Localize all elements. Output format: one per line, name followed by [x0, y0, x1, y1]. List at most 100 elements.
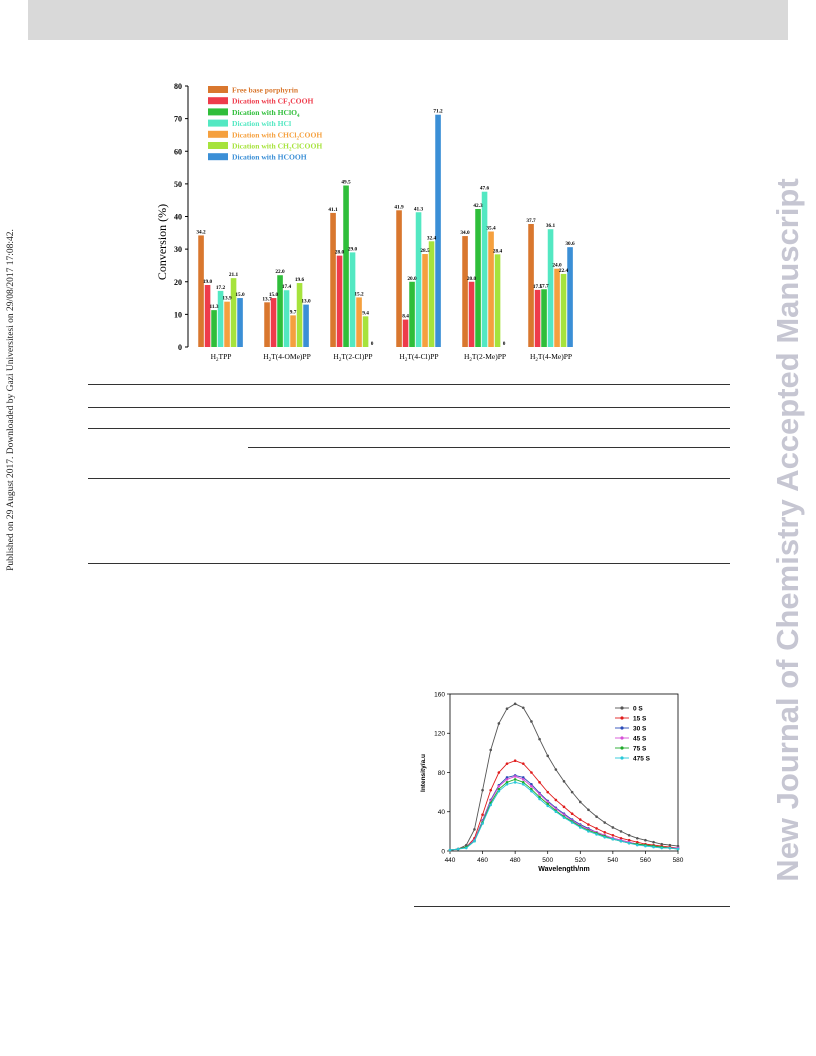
category-label: H2T(4-OMe)PP	[263, 352, 311, 363]
data-point	[652, 845, 655, 849]
data-point	[554, 810, 558, 814]
data-point	[473, 839, 476, 843]
bar	[547, 229, 554, 347]
bar	[362, 316, 369, 347]
bar	[277, 275, 283, 347]
bar-series	[198, 114, 573, 348]
data-point	[538, 781, 541, 784]
data-point	[481, 813, 484, 816]
category-label-part: T(4-OMe)PP	[271, 352, 311, 361]
data-point	[505, 778, 509, 781]
data-point	[562, 805, 566, 809]
bar	[409, 281, 415, 347]
data-point	[473, 828, 476, 831]
bar-value-label: 9.7	[290, 309, 297, 315]
legend-entry: Dication with HClO4	[232, 108, 300, 119]
data-point	[538, 797, 541, 801]
y-tick-label: 50	[174, 180, 182, 189]
figure-rule	[414, 906, 730, 907]
bar-value-label: 71.2	[433, 109, 443, 115]
bar	[356, 297, 362, 347]
data-point	[660, 846, 664, 850]
bar-value-label: 9.4	[362, 310, 369, 316]
data-point	[554, 798, 558, 802]
bar-value-label: 0	[371, 341, 374, 347]
bar-value-label: 28.0	[335, 250, 345, 256]
bar	[560, 273, 567, 347]
legend: 0 S 15 S 30 S 45 S 75 S 475 S	[615, 705, 651, 762]
category-label-part: H	[464, 352, 470, 361]
bar	[428, 241, 435, 347]
bar	[217, 290, 224, 347]
category-label-part: T(2-Me)PP	[472, 352, 506, 361]
data-point	[611, 826, 615, 829]
bar	[264, 302, 270, 347]
x-tick-label: 560	[640, 857, 651, 864]
bar-value-label: 32.4	[427, 235, 437, 241]
bar-value-label: 34.2	[196, 229, 206, 235]
data-point	[521, 706, 525, 710]
bar-value-label: 34.0	[460, 230, 470, 236]
bar	[198, 235, 204, 347]
bar	[462, 236, 468, 347]
bar	[296, 283, 303, 347]
bar-value-label: 22.0	[275, 269, 285, 275]
bar	[330, 212, 336, 347]
bar	[475, 208, 481, 347]
x-tick-label: 480	[510, 857, 521, 864]
y-axis: 0 10 20 30 40 50 60 70 80	[174, 82, 189, 352]
bar	[349, 252, 356, 347]
bar	[422, 254, 428, 347]
bar-value-label: 41.1	[328, 207, 338, 213]
y-tick-label: 160	[434, 691, 445, 698]
y-tick-label: 60	[174, 147, 182, 156]
category-label: H2T(4-Me)PP	[530, 352, 572, 363]
legend-swatch	[208, 108, 228, 116]
data-point	[603, 831, 607, 834]
bar-value-label: 8.4	[402, 314, 409, 320]
data-point	[489, 748, 493, 752]
bar-value-label: 41.3	[414, 206, 424, 212]
bar	[224, 301, 230, 347]
data-point	[562, 813, 566, 816]
y-tick-label: 40	[438, 809, 446, 816]
data-point	[538, 792, 541, 796]
legend-entry-subscript: 2	[297, 136, 300, 141]
bar-value-label: 42.3	[473, 203, 483, 209]
y-axis-label: Conversion (%)	[155, 204, 169, 280]
data-point	[587, 808, 590, 812]
data-point	[513, 778, 517, 781]
bar	[204, 285, 211, 347]
data-point	[521, 778, 525, 781]
category-label-part: T(2-Cl)PP	[341, 352, 372, 361]
y-tick-label: 80	[174, 82, 182, 91]
data-point	[448, 848, 452, 852]
bar-value-labels: 34.219.011.317.213.921.115.013.715.022.0…	[196, 109, 575, 347]
data-point	[578, 800, 582, 804]
bar	[283, 290, 290, 347]
table-rule	[88, 384, 730, 385]
bar	[303, 304, 309, 347]
data-point	[652, 840, 655, 844]
bar	[343, 185, 349, 347]
data-point	[521, 762, 525, 765]
data-point	[587, 823, 590, 826]
bar	[230, 278, 237, 347]
legend-entry: 475 S	[633, 755, 651, 762]
data-point	[611, 837, 615, 841]
data-point	[668, 843, 672, 847]
bar	[541, 289, 547, 347]
data-point	[497, 789, 501, 793]
data-point	[530, 720, 533, 723]
category-label: H2TPP	[211, 352, 232, 363]
data-point	[456, 847, 460, 851]
bar	[494, 254, 501, 347]
legend-marker	[620, 746, 624, 750]
data-point	[676, 844, 680, 848]
bar-value-label: 41.9	[394, 204, 404, 210]
data-point	[513, 702, 517, 706]
category-label-part: T(4-Cl)PP	[407, 352, 438, 361]
category-label-subscript: 2	[469, 358, 472, 363]
category-label-subscript: 2	[339, 358, 342, 363]
